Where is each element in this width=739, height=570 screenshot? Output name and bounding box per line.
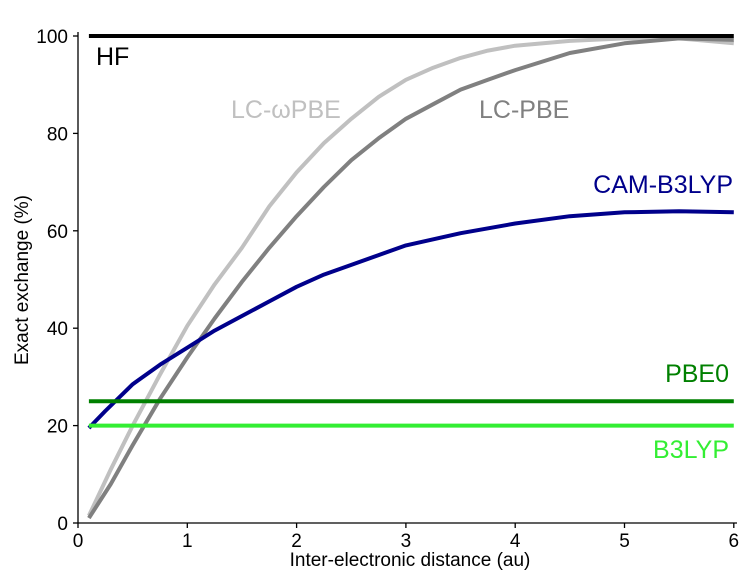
y-tick-label: 80 (47, 124, 68, 145)
series-labels: LC-ωPBE LC-PBE CAM-B3LYP HF PBE0 B3LYP (96, 43, 733, 464)
y-tick-label: 0 (57, 514, 68, 535)
x-tick-label: 1 (182, 531, 193, 552)
series-lines (87, 34, 734, 520)
y-axis-title: Exact exchange (%) (12, 195, 33, 365)
x-tick-label: 6 (729, 531, 739, 552)
series-line-lc-pbe (87, 36, 734, 517)
y-tick-label: 20 (47, 417, 68, 438)
series-label-b3lyp: B3LYP (653, 436, 729, 464)
x-tick-label: 0 (73, 531, 84, 552)
series-line-cam-b3lyp (87, 209, 734, 430)
y-tick-label: 100 (36, 27, 68, 48)
series-label-hf: HF (96, 43, 129, 71)
x-tick-label: 3 (401, 531, 412, 552)
series-label-lc-pbe: LC-ωPBE (231, 96, 341, 124)
series-label-lc-pbe: LC-PBE (479, 96, 569, 124)
x-tick-label: 4 (510, 531, 521, 552)
x-tick-label: 5 (619, 531, 630, 552)
series-label-cam-b3lyp: CAM-B3LYP (593, 171, 733, 199)
x-tick-label: 2 (291, 531, 302, 552)
y-tick-label: 60 (47, 222, 68, 243)
x-axis-title: Inter-electronic distance (au) (290, 550, 531, 570)
series-line-lc-pbe (87, 36, 734, 520)
series-label-pbe0: PBE0 (665, 360, 729, 388)
y-tick-label: 40 (47, 319, 68, 340)
